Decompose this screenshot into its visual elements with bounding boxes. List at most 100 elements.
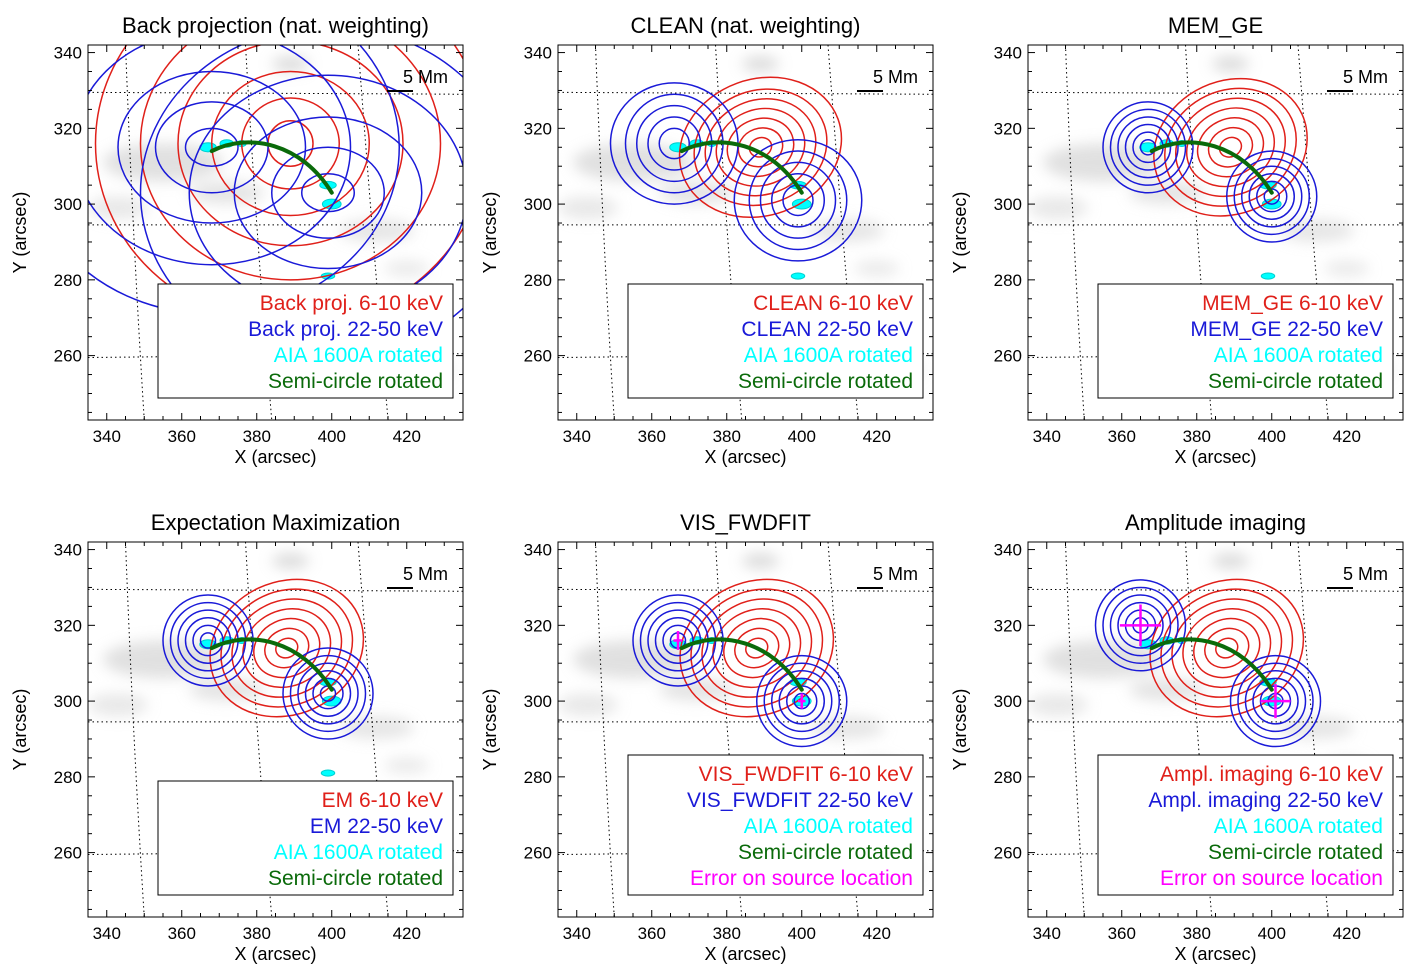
x-axis-label: X (arcsec)	[1174, 447, 1256, 467]
y-tick-label: 340	[524, 541, 552, 560]
x-tick-label: 380	[1183, 924, 1211, 943]
panel-1: 340 360 380 400 420 260 280 300 320 340 Back proje…	[10, 13, 464, 467]
background-blob	[659, 181, 735, 205]
axis-ticks	[558, 45, 933, 420]
contour-level	[1102, 101, 1194, 194]
background-blob	[1129, 678, 1205, 702]
contour-level	[154, 101, 269, 194]
x-tick-label: 400	[318, 427, 346, 446]
contour-level	[690, 588, 824, 708]
y-tick-label: 280	[524, 768, 552, 787]
y-tick-label: 320	[54, 119, 82, 138]
x-tick-label: 340	[563, 427, 591, 446]
chart-title: Expectation Maximization	[151, 510, 400, 535]
contour-level	[312, 677, 344, 710]
contour-level	[264, 627, 310, 669]
background-blob	[103, 143, 223, 182]
contour-level	[1204, 627, 1250, 669]
scale-bar-label: 5 Mm	[1343, 67, 1388, 87]
background-blob	[189, 181, 265, 205]
semi-circle-loop	[1149, 637, 1274, 692]
legend-entry: AIA 1600A rotated	[1214, 815, 1383, 838]
x-tick-label: 380	[1183, 427, 1211, 446]
legend-box	[157, 283, 454, 399]
aia-patch	[320, 769, 336, 777]
y-tick-label: 280	[524, 271, 552, 290]
contour-level	[275, 637, 299, 659]
contour-level	[117, 70, 307, 224]
background-blob	[339, 716, 415, 739]
background-blob	[189, 678, 265, 702]
y-tick-label: 280	[994, 768, 1022, 787]
background-blob	[741, 553, 780, 569]
aia-background-image	[558, 56, 922, 379]
y-tick-label: 300	[524, 692, 552, 711]
semi-circle-loop	[209, 140, 334, 195]
legend: MEM_GE 6-10 keV MEM_GE 22-50 keV AIA 1600A…	[1097, 283, 1394, 399]
legend-entry: EM 22-50 keV	[310, 815, 443, 838]
contour-level	[282, 647, 374, 740]
x-axis-label: X (arcsec)	[234, 447, 316, 467]
axis-ticks	[558, 542, 933, 917]
x-tick-label: 420	[1333, 427, 1361, 446]
contour-level	[701, 598, 813, 698]
contour-level	[242, 608, 332, 689]
legend-box	[1097, 283, 1394, 399]
chart-title: Back projection (nat. weighting)	[122, 13, 429, 38]
legend-entry: Semi-circle rotated	[1208, 370, 1383, 393]
background-blob	[809, 716, 885, 739]
axis-ticks	[88, 542, 463, 917]
contour-level	[211, 70, 370, 217]
contour-level	[253, 617, 321, 679]
legend-entry: Error on source location	[1160, 867, 1383, 890]
legend-entry: Semi-circle rotated	[738, 370, 913, 393]
contour-level	[723, 617, 791, 679]
x-tick-label: 340	[1033, 924, 1061, 943]
background-blob	[271, 56, 310, 72]
background-blob	[573, 640, 693, 679]
x-axis-label: X (arcsec)	[1174, 944, 1256, 964]
legend-entry: EM 6-10 keV	[322, 789, 443, 812]
y-axis-label: Y (arcsec)	[950, 689, 970, 771]
x-tick-label: 420	[863, 427, 891, 446]
contour-level	[139, 45, 442, 281]
thermal-contours	[679, 578, 835, 718]
y-axis-label: Y (arcsec)	[10, 192, 30, 274]
contour-level	[88, 45, 352, 266]
legend-entry: CLEAN 22-50 keV	[741, 318, 913, 341]
legend-entry: VIS_FWDFIT 6-10 keV	[699, 763, 913, 786]
legend: Back proj. 6-10 keV Back proj. 22-50 keV A…	[157, 283, 454, 399]
background-blob	[103, 640, 223, 679]
aia-patch	[790, 272, 806, 280]
contour-level	[1102, 586, 1179, 664]
scale-bar-label: 5 Mm	[403, 67, 448, 87]
contour-level	[704, 98, 817, 197]
contour-level	[1244, 670, 1307, 733]
background-blob	[1324, 260, 1370, 277]
background-blob	[1043, 143, 1163, 182]
contour-level	[289, 654, 367, 733]
background-blob	[88, 196, 148, 220]
y-tick-label: 300	[994, 692, 1022, 711]
contour-level	[209, 578, 365, 718]
legend-entry: AIA 1600A rotated	[744, 815, 913, 838]
contour-level	[693, 88, 828, 207]
x-tick-label: 380	[713, 427, 741, 446]
nonthermal-contours	[632, 594, 848, 748]
contour-level	[1237, 662, 1314, 740]
y-tick-label: 260	[54, 347, 82, 366]
panel-4: 340 360 380 400 420 260 280 300 320 340 Expectatio…	[10, 510, 464, 964]
contour-level	[1248, 173, 1295, 220]
contour-level	[233, 116, 423, 270]
legend: Ampl. imaging 6-10 keV Ampl. imaging 22-5…	[1097, 754, 1394, 896]
legend: EM 6-10 keV EM 22-50 keV AIA 1600A rotated…	[157, 780, 454, 896]
x-tick-label: 340	[563, 924, 591, 943]
contour-level	[192, 624, 224, 657]
scale-bar-label: 5 Mm	[873, 564, 918, 584]
background-blob	[1028, 196, 1088, 220]
background-blob	[659, 678, 735, 702]
nonthermal-contours	[1094, 579, 1322, 748]
legend-box	[627, 283, 924, 399]
y-tick-label: 340	[524, 44, 552, 63]
